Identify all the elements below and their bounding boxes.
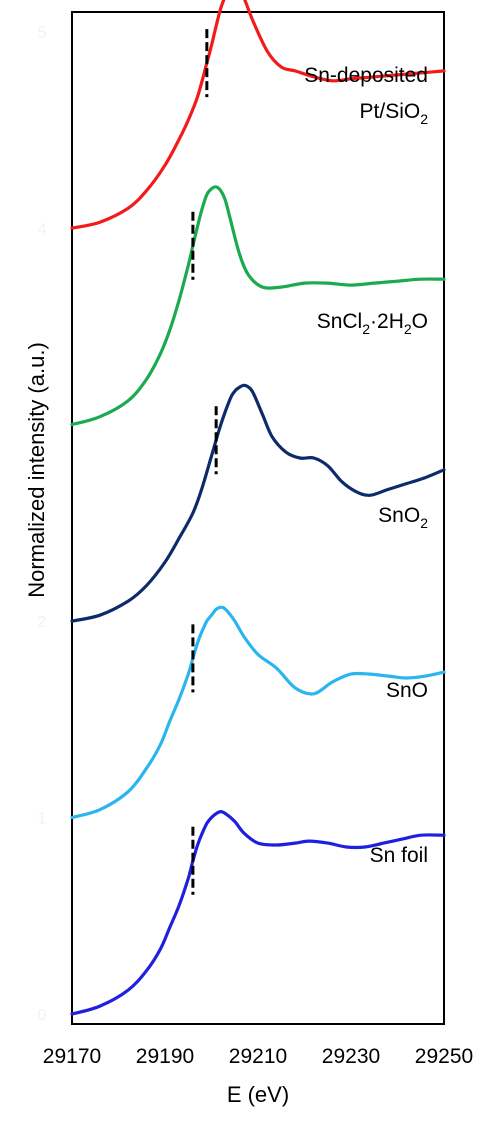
- series-line: [70, 0, 446, 230]
- edge-markers: [191, 29, 218, 895]
- y-tick-label: 3: [38, 418, 47, 435]
- series-label-sn-foil: Sn foil: [370, 844, 428, 867]
- y-tick-label: 2: [38, 614, 47, 631]
- series-label-sn-pt-line2: Pt/SiO2: [360, 100, 429, 127]
- y-tick-labels: 0 1 2 3 4 5: [38, 25, 47, 1024]
- y-tick-label: 5: [38, 25, 47, 42]
- plot-frame: [71, 11, 445, 1025]
- x-tick-label: 29250: [415, 1045, 473, 1068]
- series-line: [70, 810, 446, 1016]
- x-tick-label: 29210: [229, 1045, 287, 1068]
- x-axis-label: E (eV): [227, 1082, 289, 1107]
- x-tick-label: 29230: [322, 1045, 380, 1068]
- series-label-sncl2: SnCl2·2H2O: [317, 310, 428, 337]
- x-tick-labels: 29170 29190 29210 29230 29250: [43, 1045, 473, 1068]
- y-tick-label: 0: [38, 1007, 47, 1024]
- x-tick-label: 29170: [43, 1045, 101, 1068]
- y-axis-label: Normalized intensity (a.u.): [24, 342, 49, 598]
- series-curves: [70, 0, 446, 1016]
- x-tick-label: 29190: [136, 1045, 194, 1068]
- series-line: [70, 383, 446, 623]
- series-label-sno2: SnO2: [378, 504, 428, 531]
- series-line: [70, 605, 446, 820]
- y-tick-label: 1: [38, 811, 47, 828]
- series-line: [70, 185, 446, 427]
- y-tick-label: 4: [38, 221, 47, 238]
- series-label-sno: SnO: [386, 679, 428, 702]
- series-label-sn-pt-line1: Sn-deposited: [304, 64, 428, 87]
